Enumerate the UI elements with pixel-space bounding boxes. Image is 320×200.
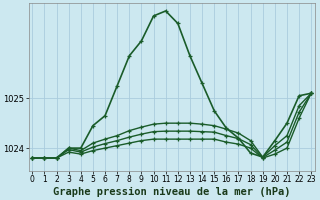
X-axis label: Graphe pression niveau de la mer (hPa): Graphe pression niveau de la mer (hPa): [53, 186, 291, 197]
